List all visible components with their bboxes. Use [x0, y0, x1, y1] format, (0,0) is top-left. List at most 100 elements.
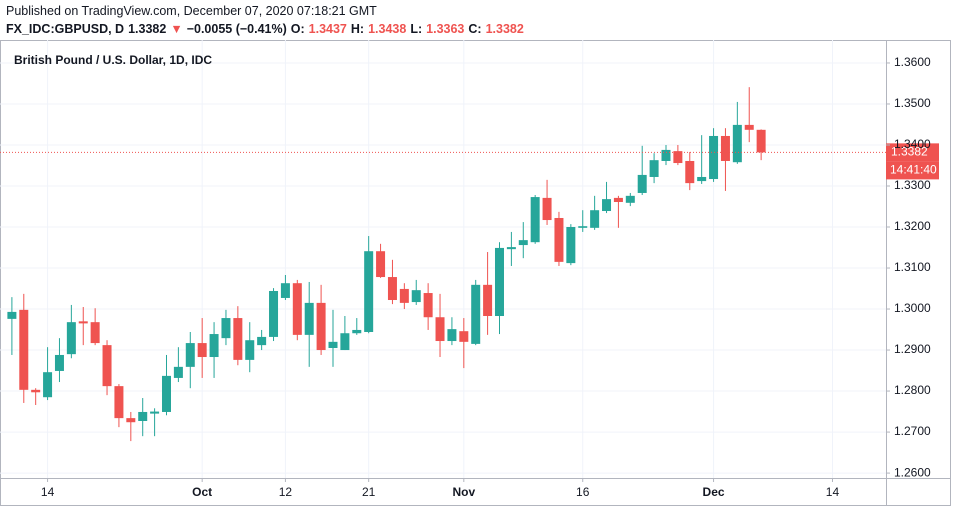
- y-tick-label: 1.2800: [894, 383, 931, 397]
- change: −0.0055 (−0.41%): [186, 22, 287, 36]
- candle-body: [411, 290, 421, 303]
- h: 1.3438: [368, 22, 407, 36]
- symbol-line: FX_IDC:GBPUSD, D 1.3382 ▼ −0.0055 (−0.41%) O…: [6, 22, 528, 36]
- y-tick-label: 1.3400: [894, 137, 931, 151]
- candle-body: [102, 345, 112, 387]
- x-tick-label: Nov: [452, 485, 475, 499]
- candle-body: [245, 340, 255, 360]
- last-price-tag: [886, 143, 939, 162]
- last-price-label: 1.3382: [891, 145, 928, 159]
- candle-body: [114, 386, 124, 419]
- candle-body: [744, 124, 754, 130]
- candle-body: [732, 124, 742, 163]
- candle-body: [447, 329, 457, 342]
- candle-body: [233, 318, 243, 360]
- candle-body: [316, 302, 326, 351]
- candle-body: [506, 247, 516, 250]
- candle-body: [328, 341, 338, 348]
- candle-body: [566, 227, 576, 264]
- candle-body: [435, 317, 445, 342]
- x-tick-label: 12: [279, 485, 293, 499]
- candle-body: [673, 151, 683, 164]
- candle-body: [304, 302, 314, 335]
- candle-body: [613, 197, 623, 202]
- candle-body: [257, 336, 267, 346]
- candle-body: [364, 251, 374, 332]
- o-label: O:: [290, 22, 305, 36]
- x-tick-label: 21: [362, 485, 376, 499]
- candles: [7, 87, 766, 442]
- candle-body: [376, 251, 386, 278]
- x-tick-label: 14: [826, 485, 840, 499]
- candle-body: [494, 247, 504, 317]
- candle-body: [602, 199, 612, 212]
- candle-body: [530, 197, 540, 243]
- candle-body: [554, 217, 564, 262]
- o: 1.3437: [308, 22, 347, 36]
- candle-body: [399, 288, 409, 303]
- candle-body: [31, 389, 41, 393]
- x-tick-label: Oct: [192, 485, 212, 499]
- candle-body: [7, 311, 17, 319]
- candle-body: [138, 411, 148, 421]
- published-line: Published on TradingView.com, December 0…: [6, 4, 377, 18]
- candle-body: [483, 284, 493, 317]
- candle-body: [280, 283, 290, 298]
- candle-body: [471, 284, 481, 344]
- candle-body: [542, 197, 552, 221]
- y-tick-label: 1.3300: [894, 178, 931, 192]
- candle-body: [661, 149, 671, 161]
- y-tick-label: 1.3600: [894, 55, 931, 69]
- candle-body: [161, 375, 171, 412]
- candle-body: [720, 135, 730, 161]
- c-label: C:: [468, 22, 482, 36]
- candle-body: [150, 411, 160, 414]
- candle-body: [625, 195, 635, 203]
- symbol: FX_IDC:GBPUSD, D: [6, 22, 125, 36]
- y-tick-label: 1.3500: [894, 96, 931, 110]
- y-tick-label: 1.3200: [894, 219, 931, 233]
- candle-body: [185, 343, 195, 367]
- x-tick-label: 14: [41, 485, 55, 499]
- countdown-tag: [886, 161, 939, 180]
- candle-body: [209, 334, 219, 358]
- candle-body: [756, 129, 766, 153]
- y-tick-label: 1.3100: [894, 260, 931, 274]
- countdown: 14:41:40: [890, 163, 937, 177]
- y-tick-label: 1.2600: [894, 465, 931, 479]
- y-tick-label: 1.3000: [894, 301, 931, 315]
- candle-body: [78, 321, 88, 324]
- candle-body: [637, 174, 647, 193]
- candle-body: [221, 318, 231, 339]
- candle-body: [387, 277, 397, 301]
- candle-body: [649, 160, 659, 177]
- candle-body: [352, 329, 362, 334]
- candle-body: [685, 160, 695, 184]
- l-label: L:: [410, 22, 423, 36]
- candle-body: [578, 226, 588, 228]
- candle-body: [709, 135, 719, 180]
- candle-body: [43, 372, 53, 398]
- candle-body: [697, 176, 707, 182]
- grid: [0, 40, 886, 478]
- overlays: 1.3382 14:41:40: [0, 143, 939, 180]
- candle-body: [292, 283, 302, 335]
- candle-body: [197, 343, 207, 358]
- candle-body: [518, 240, 528, 246]
- candle-body: [19, 309, 29, 390]
- arrow: ▼: [170, 22, 183, 36]
- y-tick-label: 1.2900: [894, 342, 931, 356]
- candle-body: [126, 418, 136, 423]
- frame: [0, 40, 951, 506]
- candle-body: [90, 322, 100, 344]
- candle-body: [173, 366, 183, 378]
- x-tick-label: 16: [576, 485, 590, 499]
- candle-body: [340, 333, 350, 351]
- candle-body: [590, 210, 600, 228]
- last: 1.3382: [128, 22, 167, 36]
- y-tick-label: 1.2700: [894, 424, 931, 438]
- x-tick-label: Dec: [703, 485, 725, 499]
- h-label: H:: [350, 22, 365, 36]
